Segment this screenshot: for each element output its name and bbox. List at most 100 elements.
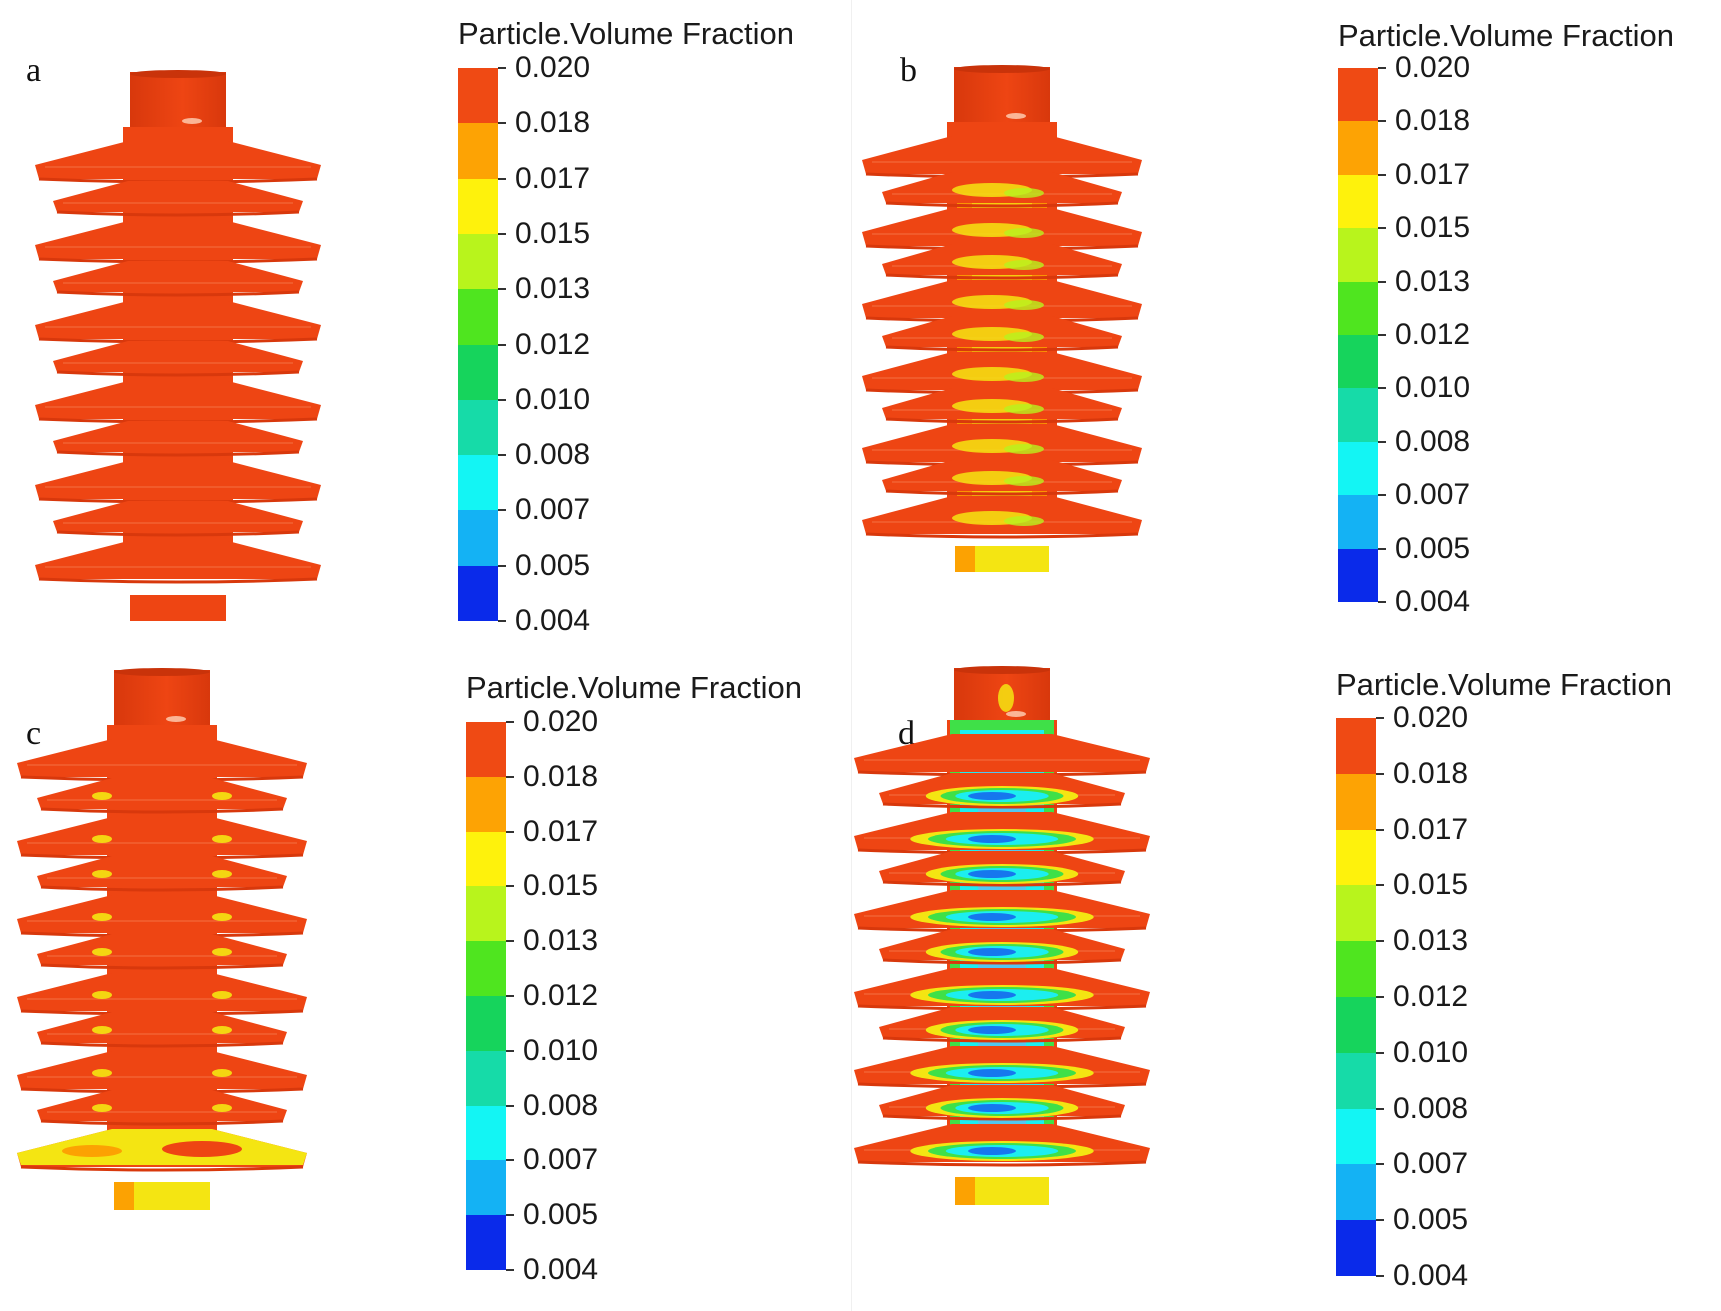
legend-tick-label: 0.017: [515, 161, 591, 195]
insulator-shed: [53, 181, 303, 212]
shed-rim: [885, 417, 1119, 424]
legend-tick: [498, 454, 506, 457]
insulator-cap-top: [114, 668, 210, 676]
base-deposit: [955, 1177, 975, 1205]
legend-tick-label: 0.015: [1395, 211, 1471, 245]
shed-deposit: [92, 1069, 112, 1077]
insulator-cap-top: [954, 65, 1050, 73]
legend-tick-label: 0.020: [515, 51, 591, 84]
legend-tick-label: 0.007: [515, 493, 591, 527]
legend-tick-label: 0.010: [523, 1033, 599, 1067]
legend-tick-label: 0.012: [1395, 318, 1471, 351]
insulator-shed: [35, 541, 321, 579]
legend-tick: [506, 1104, 514, 1107]
legend-tick: [1378, 67, 1386, 69]
legend-tick-label: 0.005: [515, 548, 591, 582]
legend-tick: [506, 940, 514, 943]
shed-deposit: [968, 870, 1016, 878]
legend-tick-label: 0.005: [1395, 531, 1471, 565]
panel-letter: c: [26, 715, 42, 752]
legend-tick: [506, 1214, 514, 1217]
legend-tick-label: 0.005: [1393, 1203, 1469, 1237]
legend-color-band: [458, 178, 498, 235]
shed-deposit: [212, 991, 232, 999]
legend-tick: [498, 177, 506, 180]
legend-tick: [506, 775, 514, 778]
legend-tick: [1376, 717, 1384, 719]
legend-tick-label: 0.018: [1393, 756, 1469, 790]
panel-c: c Particle.Volume Fraction 0.020 0.018 0.01…: [0, 655, 851, 1311]
shed-rim: [56, 530, 300, 537]
legend-title: Particle.Volume Fraction: [458, 16, 794, 51]
legend-color-band: [458, 510, 498, 567]
legend-color-band: [1338, 495, 1378, 550]
shed-rim: [882, 880, 1122, 887]
legend-color-band: [1336, 941, 1376, 998]
shed-deposit: [968, 913, 1016, 921]
shed-deposit: [92, 835, 112, 843]
shed-rim: [40, 1119, 284, 1126]
legend-tick-label: 0.020: [523, 705, 599, 738]
legend-color-band: [466, 886, 506, 942]
legend-tick-label: 0.010: [1395, 371, 1471, 405]
insulator-shed: [53, 341, 303, 372]
legend-color-band: [1338, 441, 1378, 496]
shed-deposit: [1004, 372, 1044, 382]
legend-tick-label: 0.013: [1395, 264, 1471, 298]
legend-tick: [1378, 120, 1386, 123]
insulator-shed: [17, 817, 307, 855]
legend-title: Particle.Volume Fraction: [466, 670, 802, 705]
legend-color-band: [458, 289, 498, 345]
legend-color-band: [1338, 121, 1378, 176]
insulator-shed: [17, 973, 307, 1011]
legend-tick: [1376, 1051, 1384, 1054]
insulator-shed: [35, 221, 321, 259]
legend-tick: [498, 509, 506, 512]
legend-tick: [1376, 772, 1384, 775]
legend-tick: [1376, 1275, 1384, 1277]
shed-deposit: [1004, 444, 1044, 454]
legend-tick: [1376, 828, 1384, 831]
legend-tick-label: 0.013: [515, 272, 591, 306]
shed-rim: [40, 1041, 284, 1048]
legend-color-band: [1338, 281, 1378, 336]
legend-tick: [1376, 1107, 1384, 1110]
bottom-shed-patch: [62, 1145, 122, 1157]
shed-deposit: [1004, 476, 1044, 486]
legend-tick: [506, 1159, 514, 1162]
legend-tick-label: 0.012: [515, 327, 591, 361]
legend-color-band: [458, 68, 498, 124]
legend-tick: [1376, 1219, 1384, 1222]
panel-letter: d: [898, 715, 915, 752]
panel-divider: [851, 0, 852, 1311]
insulator-shed: [17, 895, 307, 933]
panel-letter: b: [900, 52, 917, 89]
shed-deposit: [212, 1026, 232, 1034]
shed-rim: [56, 210, 300, 217]
legend-color-band: [1336, 885, 1376, 942]
shed-deposit: [92, 948, 112, 956]
legend-tick-label: 0.007: [1395, 478, 1471, 512]
legend-tick-label: 0.013: [523, 924, 599, 958]
legend-tick: [1378, 494, 1386, 497]
insulator-cap: [954, 67, 1050, 122]
shed-deposit: [212, 913, 232, 921]
insulator-shed: [35, 141, 321, 179]
legend-color-band: [466, 1050, 506, 1107]
shed-rim: [885, 345, 1119, 352]
legend-tick-label: 0.008: [515, 438, 591, 472]
insulator-shed: [862, 136, 1142, 174]
cap-highlight: [166, 716, 186, 722]
panel-a: a Particle.Volume Fraction 0.020 0.018 0.01…: [0, 0, 851, 655]
legend-tick-label: 0.018: [523, 759, 599, 793]
legend-tick-label: 0.012: [523, 979, 599, 1012]
legend-tick-label: 0.015: [1393, 868, 1469, 902]
insulator-cap: [130, 72, 226, 127]
legend-color-band: [1338, 68, 1378, 122]
shed-rim: [885, 201, 1119, 208]
shed-deposit: [1004, 332, 1044, 342]
insulator-shed: [53, 421, 303, 452]
legend-color-band: [458, 233, 498, 290]
shed-deposit: [1004, 516, 1044, 526]
legend-tick: [1378, 387, 1386, 390]
